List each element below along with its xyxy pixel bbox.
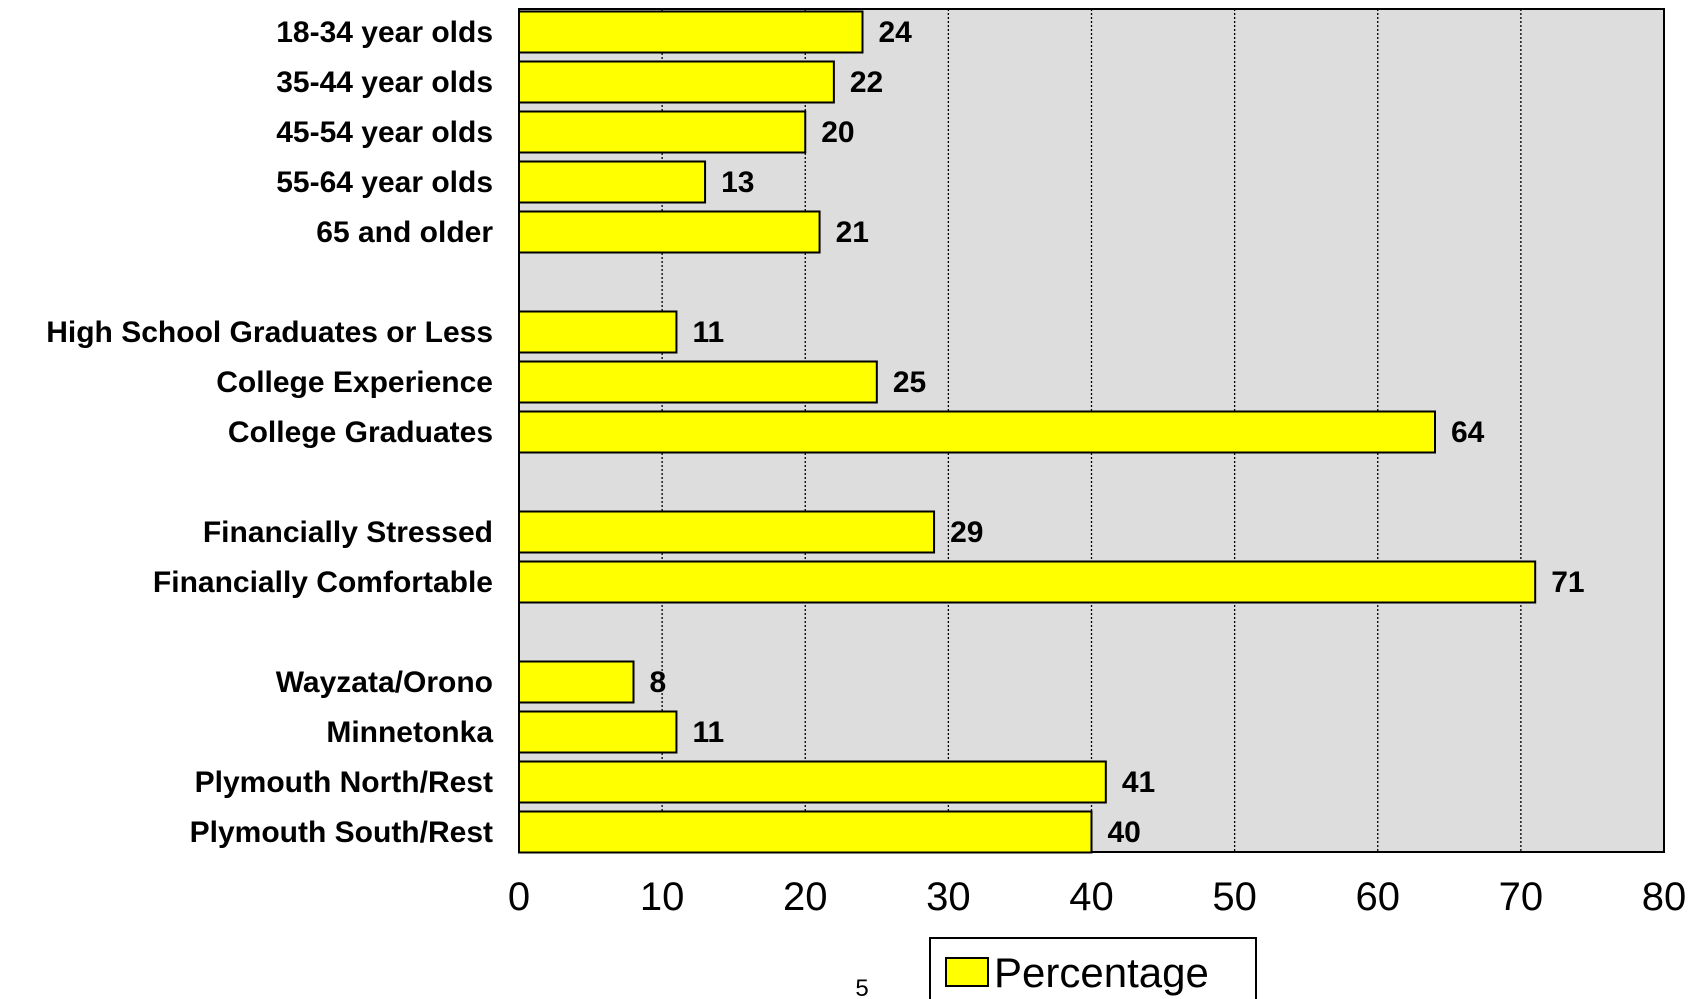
value-label-11: 8: [650, 666, 667, 699]
x-tick-label-40: 40: [1069, 875, 1114, 919]
bar-13: [518, 760, 1107, 804]
value-label-1: 24: [879, 16, 913, 49]
bars: [518, 10, 1537, 854]
bar-14: [518, 810, 1093, 854]
bar-1: [518, 10, 864, 54]
value-label-14: 40: [1108, 816, 1141, 849]
value-label-6: 11: [692, 316, 724, 349]
x-tick-label-30: 30: [926, 875, 971, 919]
x-tick-label-70: 70: [1499, 875, 1544, 919]
category-label-12: Minnetonka: [326, 716, 493, 749]
bar-8: [518, 410, 1436, 454]
category-label-14: Plymouth South/Rest: [190, 816, 493, 849]
bar-11: [518, 660, 635, 704]
category-label-3: 45-54 year olds: [276, 116, 493, 149]
value-label-5: 21: [836, 216, 869, 249]
bar-9: [518, 510, 936, 554]
category-label-13: Plymouth North/Rest: [195, 766, 493, 799]
value-label-7: 25: [893, 366, 926, 399]
bar-10: [518, 560, 1537, 604]
category-label-10: Financially Comfortable: [153, 566, 493, 599]
x-tick-label-10: 10: [640, 875, 685, 919]
bar-5: [518, 210, 821, 254]
value-label-13: 41: [1122, 766, 1155, 799]
value-label-9: 29: [950, 516, 983, 549]
bar-4: [518, 160, 707, 204]
value-label-8: 64: [1451, 416, 1485, 449]
value-label-2: 22: [850, 66, 883, 99]
x-axis: 0 10 20 30 40 50 60 70 80: [508, 875, 1686, 919]
category-label-7: College Experience: [216, 366, 493, 399]
value-label-4: 13: [721, 166, 754, 199]
bar-12: [518, 710, 678, 754]
page-number: 5: [855, 975, 868, 999]
category-label-9: Financially Stressed: [203, 516, 493, 549]
x-tick-label-50: 50: [1212, 875, 1257, 919]
x-tick-label-0: 0: [508, 875, 530, 919]
category-label-2: 35-44 year olds: [276, 66, 493, 99]
x-tick-label-60: 60: [1356, 875, 1401, 919]
category-label-6: High School Graduates or Less: [46, 316, 493, 349]
category-labels: 18-34 year olds 35-44 year olds 45-54 year…: [46, 16, 493, 849]
value-labels: 24 22 20 13 21 11 25 64 29 71 8 11 41 40: [650, 16, 1585, 849]
value-label-12: 11: [692, 716, 724, 749]
value-label-3: 20: [821, 116, 854, 149]
bar-7: [518, 360, 878, 404]
legend: Percentage: [929, 937, 1257, 999]
category-label-8: College Graduates: [228, 416, 493, 449]
legend-swatch: [945, 957, 989, 987]
category-label-4: 55-64 year olds: [276, 166, 493, 199]
x-tick-label-80: 80: [1642, 875, 1687, 919]
x-tick-label-20: 20: [783, 875, 828, 919]
category-label-5: 65 and older: [316, 216, 493, 249]
bar-3: [518, 110, 807, 154]
category-label-11: Wayzata/Orono: [276, 666, 493, 699]
category-label-1: 18-34 year olds: [276, 16, 493, 49]
bar-6: [518, 310, 678, 354]
bar-2: [518, 60, 835, 104]
value-label-10: 71: [1551, 566, 1584, 599]
legend-label: Percentage: [994, 949, 1209, 996]
